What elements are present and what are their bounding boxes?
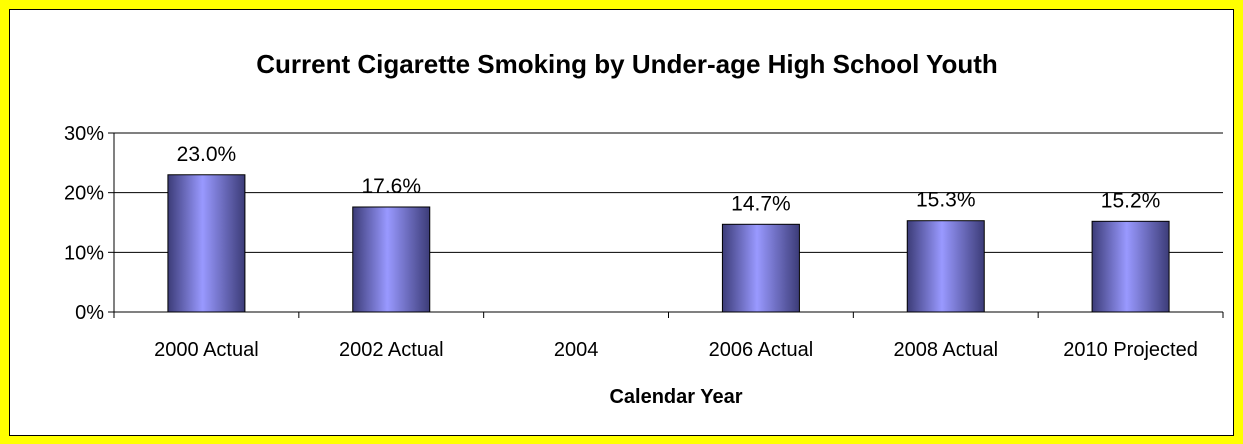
y-tick-label: 10%: [64, 242, 104, 264]
bar-chart: Current Cigarette Smoking by Under-age H…: [64, 49, 1224, 408]
x-tick-label: 2006 Actual: [709, 339, 814, 361]
x-tick-label: 2004: [554, 339, 599, 361]
data-label: 23.0%: [177, 143, 237, 166]
y-tick-label: 30%: [64, 123, 104, 145]
bar: [721, 223, 800, 313]
chart-area: Current Cigarette Smoking by Under-age H…: [9, 9, 1234, 436]
x-tick-label: 2002 Actual: [339, 339, 444, 361]
x-tick-label: 2010 Projected: [1063, 339, 1198, 361]
axes: [108, 132, 1224, 318]
x-tick-label: 2008 Actual: [893, 339, 998, 361]
chart-title: Current Cigarette Smoking by Under-age H…: [256, 49, 998, 79]
data-label: 15.2%: [1101, 189, 1161, 212]
x-axis-title: Calendar Year: [609, 386, 742, 408]
x-tick-label: 2000 Actual: [154, 339, 259, 361]
data-label: 17.6%: [361, 175, 421, 198]
gridlines: [114, 132, 1223, 253]
labels: 0% 10% 20% 30% 23.0% 2000 Actual 17.6% 2002 Act…: [64, 123, 1198, 361]
bar: [167, 174, 246, 313]
bars: [167, 174, 1170, 313]
y-tick-label: 0%: [75, 302, 104, 324]
data-label: 14.7%: [731, 192, 791, 215]
data-label: 15.3%: [916, 189, 976, 212]
bar: [352, 206, 431, 313]
y-tick-label: 20%: [64, 183, 104, 205]
bar: [906, 220, 985, 313]
bar: [1091, 220, 1170, 313]
